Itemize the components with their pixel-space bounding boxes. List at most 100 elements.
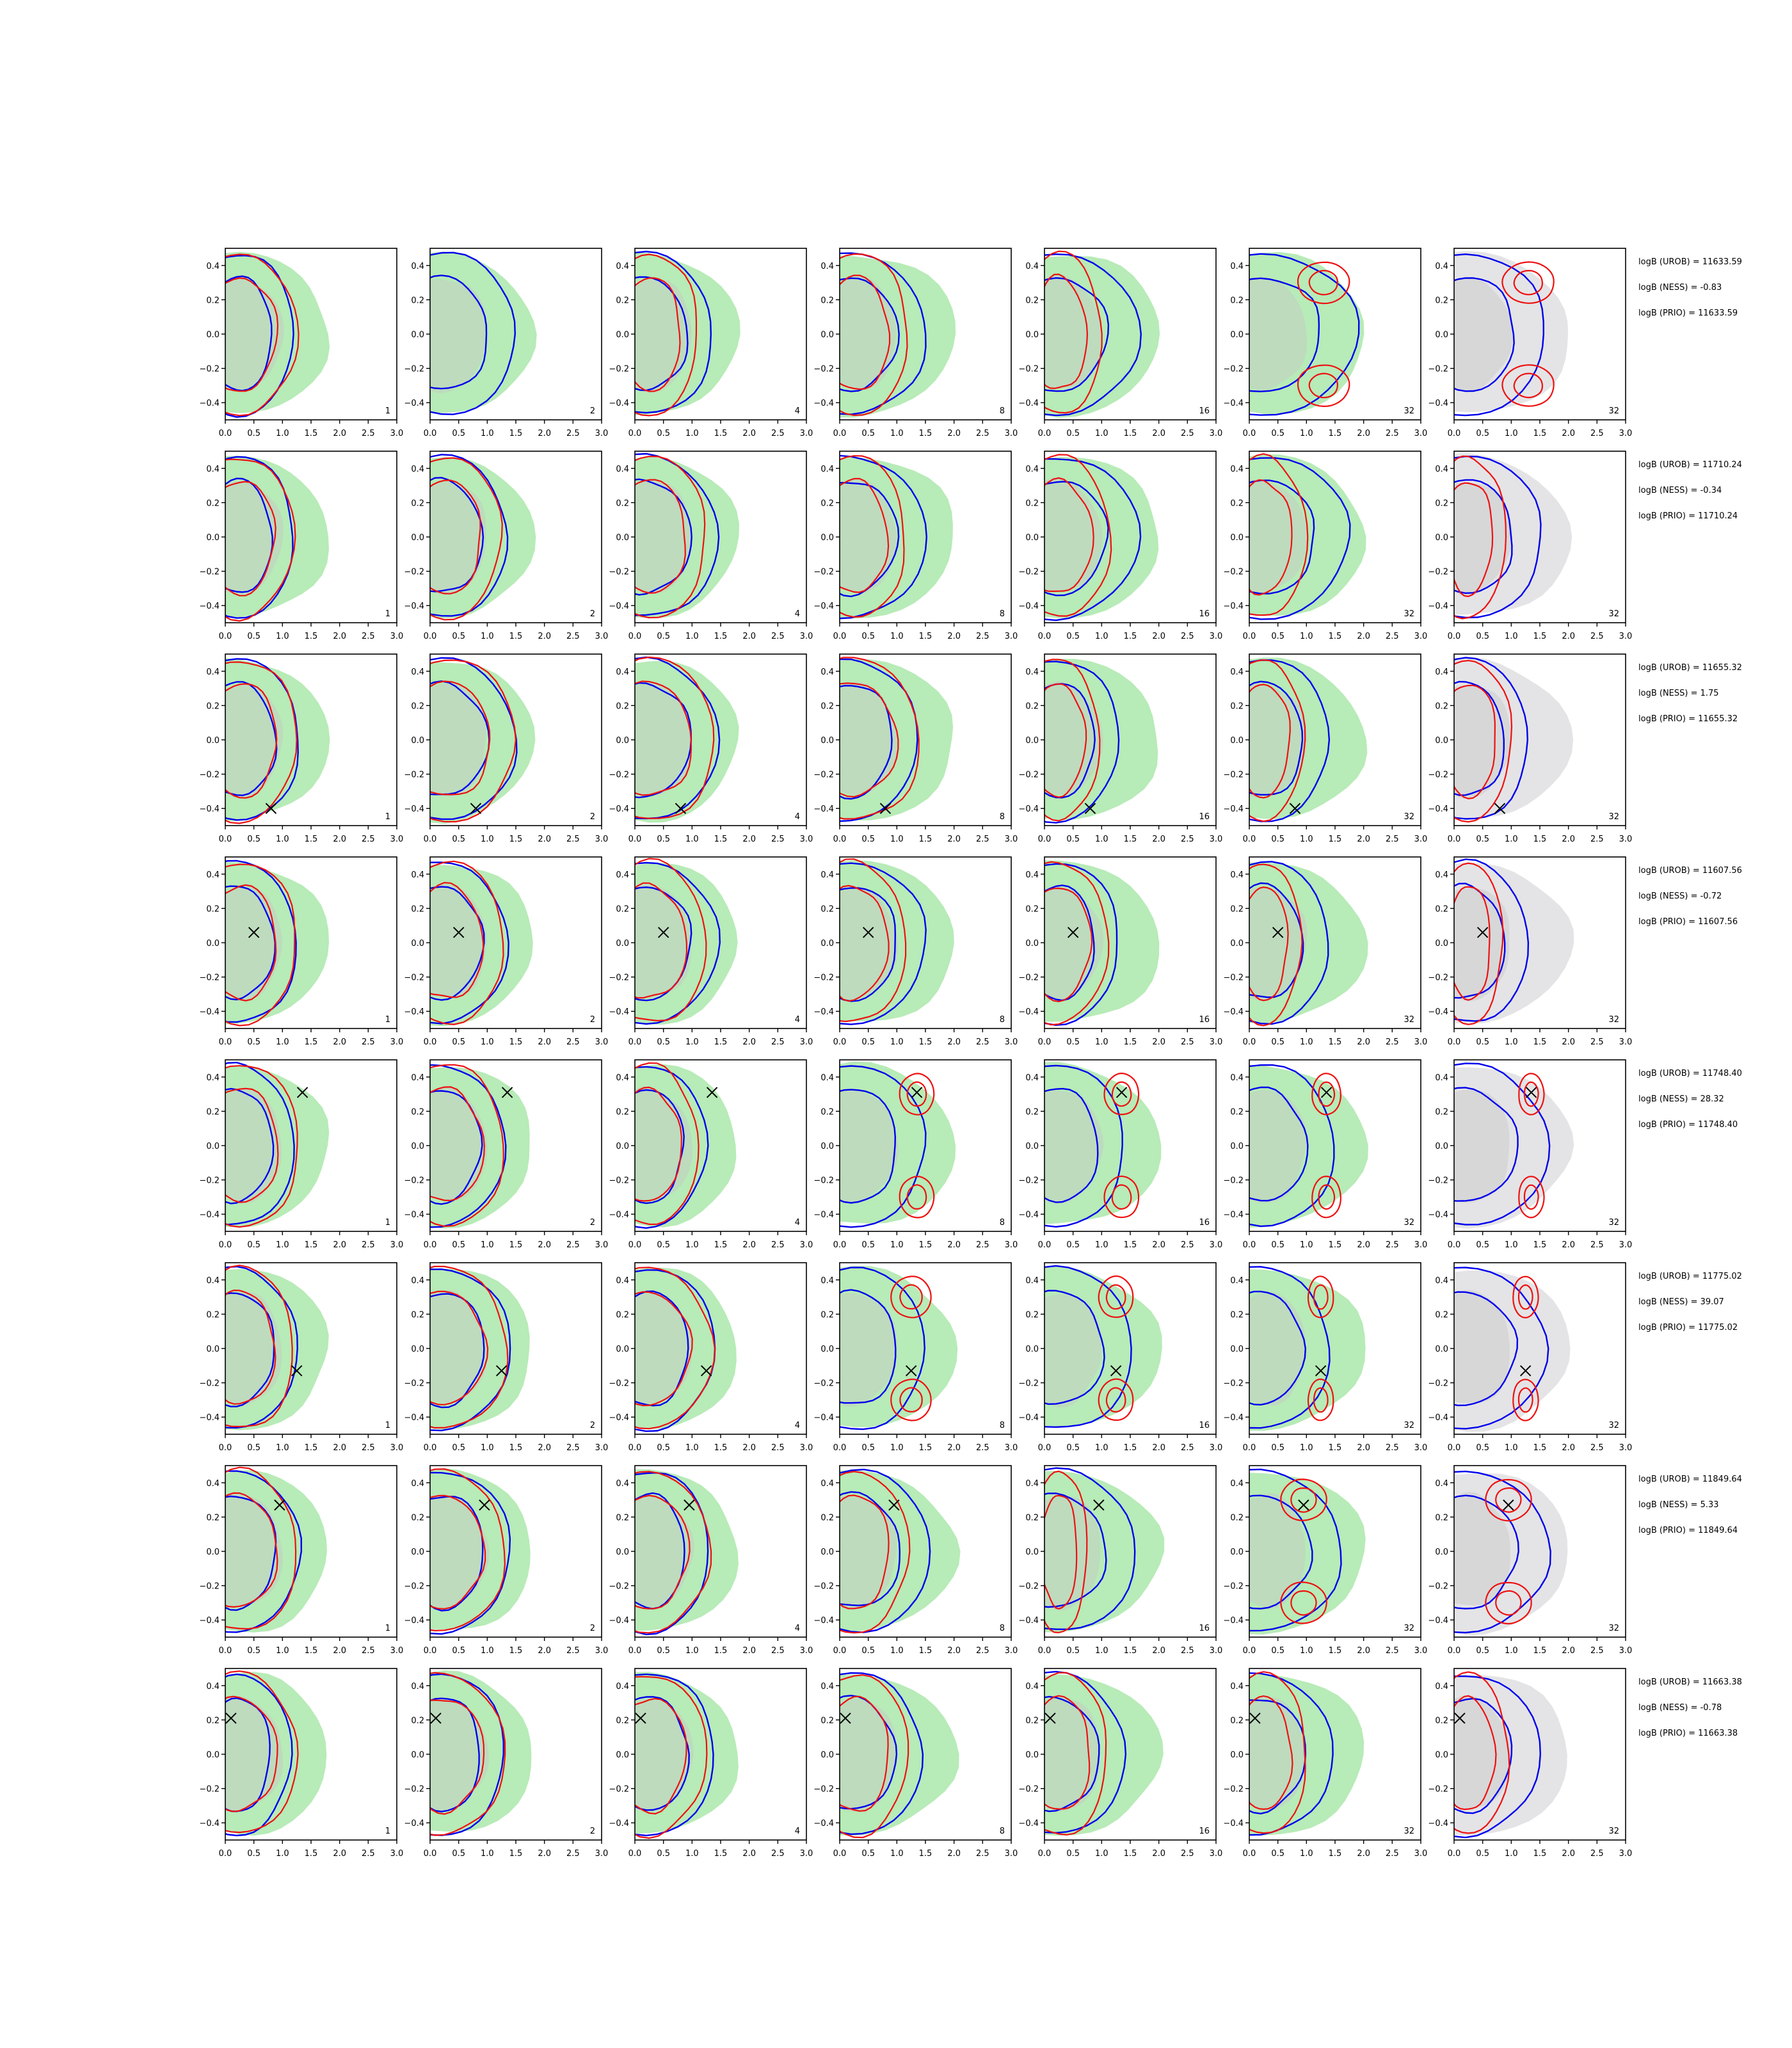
panel-number-label: 4 — [795, 1015, 800, 1025]
x-tick-label: 2.0 — [333, 1443, 346, 1453]
subplot-panel: 0.0 0.5 1.0 1.5 2.0 2.5 3.0 0.4 0.2 0.0 −0.2 −0.4 16 — [1018, 1059, 1222, 1250]
red-contour-mode-inner — [1517, 1284, 1533, 1310]
red-contour-mode-inner — [1513, 269, 1544, 296]
y-tick-label: 0.2 — [1230, 904, 1244, 914]
x-tick-label: 0.0 — [1448, 1443, 1461, 1453]
truth-marker — [840, 1713, 851, 1724]
x-tick-label: 2.0 — [1152, 1037, 1165, 1047]
blue-contour-inner — [1249, 1086, 1309, 1202]
y-tick-label: −0.4 — [813, 1819, 834, 1828]
panel-content — [1044, 1265, 1162, 1428]
x-tick-label: 1.5 — [305, 1849, 318, 1859]
kde-inner-fill — [635, 1290, 693, 1404]
kde-outer-fill — [1044, 1674, 1164, 1836]
red-contour-mode — [1512, 1276, 1539, 1319]
x-tick-label: 2.5 — [1386, 1849, 1399, 1859]
blue-contour-outer — [1249, 861, 1329, 1025]
panel-content — [635, 250, 740, 417]
x-tick-label: 0.5 — [657, 1443, 670, 1453]
y-tick-label: 0.0 — [411, 330, 424, 340]
x-tick-label: 1.5 — [714, 632, 728, 641]
kde-inner-fill — [1454, 278, 1513, 392]
red-contour-mode-inner — [906, 1081, 927, 1107]
y-tick-label: 0.0 — [411, 736, 424, 746]
y-tick-label: 0.0 — [206, 736, 220, 746]
red-contour-inner — [430, 881, 484, 998]
x-tick-label: 1.0 — [1505, 429, 1518, 438]
kde-outer-fill — [1249, 252, 1364, 415]
panel-content — [430, 1064, 530, 1229]
blue-contour-outer — [840, 658, 918, 822]
x-tick-label: 1.0 — [685, 1849, 699, 1859]
blue-contour-inner — [635, 1492, 685, 1610]
subplot-panel: 0.0 0.5 1.0 1.5 2.0 2.5 3.0 0.4 0.2 0.0 −0.2 −0.4 16 — [1018, 248, 1222, 438]
x-tick-label: 1.0 — [481, 1646, 494, 1656]
x-tick-label: 3.0 — [1619, 1646, 1633, 1656]
logb-urob-text: logB (UROB) = 11775.02 — [1638, 1272, 1742, 1281]
y-tick-label: −0.2 — [1428, 1785, 1448, 1795]
kde-outer-fill — [1249, 1674, 1364, 1836]
x-tick-label: 1.0 — [1505, 835, 1518, 844]
x-tick-label: 0.0 — [424, 1646, 437, 1656]
y-tick-label: 0.2 — [1025, 1716, 1039, 1725]
subplot-panel: 0.0 0.5 1.0 1.5 2.0 2.5 3.0 0.4 0.2 0.0 −0.2 −0.4 8 — [813, 856, 1018, 1047]
panel-content — [225, 1061, 330, 1228]
x-tick-label: 2.0 — [1152, 1849, 1165, 1859]
x-tick-label: 1.0 — [1095, 429, 1108, 438]
panel-number-label: 32 — [1404, 1015, 1414, 1025]
x-tick-label: 0.5 — [1476, 1240, 1489, 1250]
panel-content — [225, 1466, 327, 1633]
panel-content — [1454, 1267, 1571, 1432]
truth-marker — [879, 803, 892, 814]
x-tick-label: 2.0 — [947, 1240, 961, 1250]
x-tick-label: 1.0 — [1095, 1037, 1108, 1047]
red-contour-outer — [430, 1064, 504, 1228]
y-tick-label: −0.2 — [1428, 1379, 1448, 1389]
x-tick-label: 2.0 — [333, 835, 346, 844]
red-contour-inner — [840, 1695, 889, 1812]
blue-contour-outer — [1044, 660, 1120, 824]
y-tick-label: −0.2 — [1428, 1176, 1448, 1186]
x-tick-label: 0.5 — [861, 1037, 875, 1047]
x-tick-label: 0.5 — [657, 1646, 670, 1656]
blue-contour-outer — [430, 1268, 511, 1432]
x-tick-label: 0.5 — [1271, 429, 1284, 438]
x-tick-label: 0.5 — [452, 1646, 465, 1656]
x-tick-label: 3.0 — [1005, 1443, 1018, 1453]
subplot-panel: 0.0 0.5 1.0 1.5 2.0 2.5 3.0 0.4 0.2 0.0 −0.2 −0.4 4 — [609, 1668, 813, 1859]
panel-number-label: 32 — [1608, 1218, 1619, 1228]
x-tick-label: 1.0 — [685, 835, 699, 844]
kde-inner-fill — [1454, 1089, 1510, 1203]
panel-content — [1249, 1266, 1366, 1431]
x-tick-label: 3.0 — [1414, 632, 1428, 641]
x-tick-label: 2.0 — [947, 1443, 961, 1453]
x-tick-label: 2.5 — [1181, 1037, 1194, 1047]
x-tick-label: 0.0 — [628, 835, 642, 844]
x-tick-label: 2.5 — [1181, 1443, 1194, 1453]
x-tick-label: 1.5 — [1329, 1849, 1342, 1859]
kde-outer-fill — [1044, 1471, 1165, 1633]
red-contour-inner — [840, 884, 890, 1002]
x-tick-label: 0.5 — [452, 1443, 465, 1453]
panel-content — [1249, 1468, 1366, 1635]
x-tick-label: 0.0 — [424, 429, 437, 438]
red-contour-mode-inner — [1308, 372, 1339, 399]
kde-inner-fill — [1454, 888, 1510, 1002]
truth-marker — [452, 927, 465, 938]
x-tick-label: 1.5 — [714, 1443, 728, 1453]
y-tick-label: −0.2 — [1018, 1379, 1039, 1389]
x-tick-label: 0.0 — [1243, 1849, 1256, 1859]
x-tick-label: 1.0 — [276, 835, 289, 844]
y-tick-label: −0.4 — [813, 399, 834, 408]
x-tick-label: 1.5 — [509, 1849, 523, 1859]
blue-contour-outer — [635, 1673, 714, 1837]
y-tick-label: −0.2 — [199, 568, 220, 577]
y-tick-label: 0.4 — [1025, 668, 1039, 677]
y-tick-label: 0.0 — [1025, 1345, 1039, 1354]
x-tick-label: 3.0 — [595, 1646, 609, 1656]
panel-row: 0.0 0.5 1.0 1.5 2.0 2.5 3.00.40.20.0−0.2−0.410… — [199, 248, 1742, 438]
blue-contour-outer — [1044, 1064, 1123, 1228]
kde-outer-fill — [635, 1267, 737, 1430]
red-contour-outer — [1044, 861, 1110, 1026]
x-tick-label: 0.5 — [247, 1240, 260, 1250]
